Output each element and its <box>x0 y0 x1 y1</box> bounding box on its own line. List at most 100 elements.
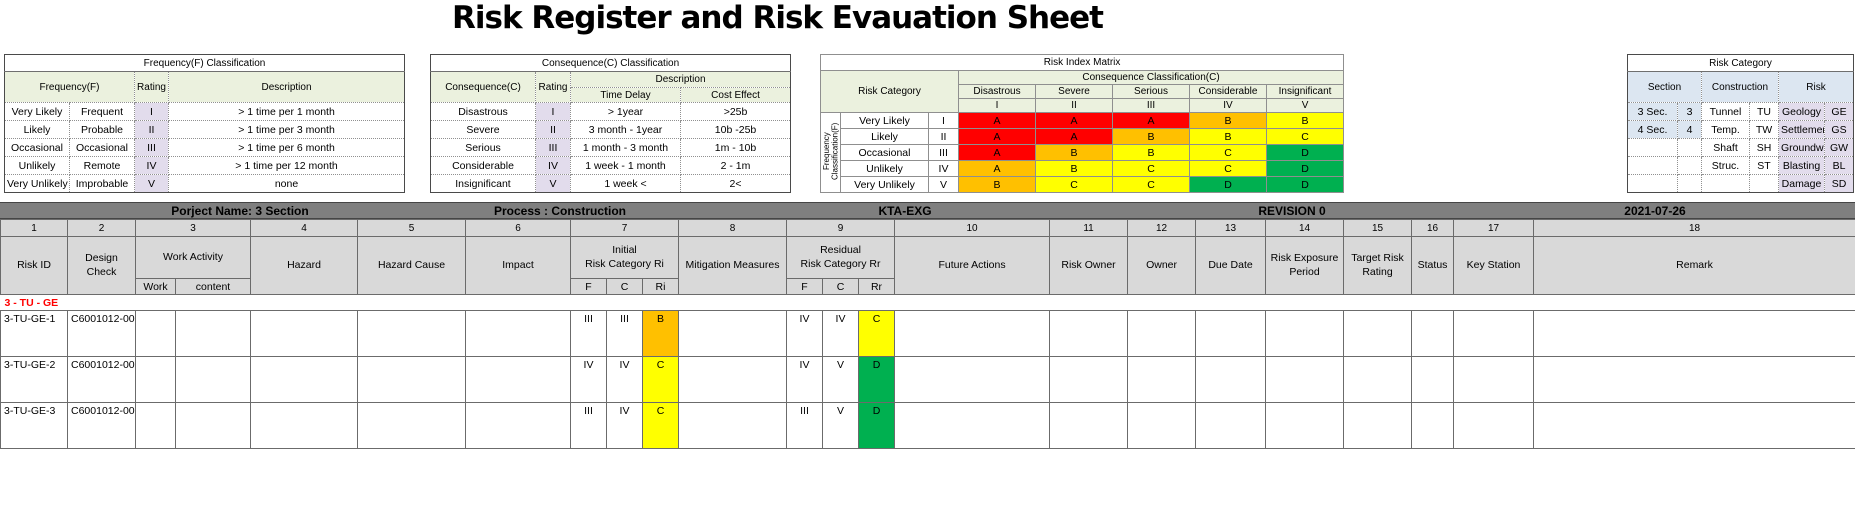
residual-f-cell[interactable]: III <box>786 402 824 449</box>
owner-cell[interactable] <box>1127 402 1197 449</box>
risk-code-cell[interactable]: BL <box>1823 156 1855 175</box>
risk-code-cell[interactable]: GW <box>1823 138 1855 157</box>
frequency-rating-cell[interactable]: II <box>928 128 959 145</box>
time-delay-cell[interactable]: 1 week - 1 month <box>570 156 681 175</box>
residual-c-cell[interactable]: IV <box>822 310 860 357</box>
rating-cell[interactable]: III <box>535 138 571 157</box>
target-risk-cell[interactable] <box>1343 310 1413 357</box>
matrix-risk-cell[interactable]: B <box>1265 112 1345 129</box>
target-risk-cell[interactable] <box>1343 402 1413 449</box>
rating-cell[interactable]: III <box>134 138 169 157</box>
time-delay-cell[interactable]: 1 week < <box>570 174 681 193</box>
construction-code-cell[interactable] <box>1749 174 1779 193</box>
owner-cell[interactable] <box>1127 310 1197 357</box>
hazard-cause-cell[interactable] <box>357 310 466 357</box>
risk-id-cell[interactable]: 3-TU-GE-3 <box>0 402 68 449</box>
section-number-cell[interactable]: 3 <box>1677 102 1702 121</box>
rating-cell[interactable]: I <box>535 102 571 121</box>
hazard-cell[interactable] <box>250 356 358 403</box>
residual-f-cell[interactable]: IV <box>786 310 824 357</box>
matrix-risk-cell[interactable]: D <box>1189 176 1267 193</box>
frequency-name-cell[interactable]: Occasional <box>4 138 70 157</box>
risk-code-cell[interactable]: GE <box>1823 102 1855 121</box>
frequency-alt-name-cell[interactable]: Remote <box>69 156 135 175</box>
matrix-risk-cell[interactable]: C <box>1189 160 1267 177</box>
construction-cell[interactable]: Tunnel <box>1701 102 1750 121</box>
status-cell[interactable] <box>1411 310 1455 357</box>
frequency-name-cell[interactable]: Unlikely <box>840 160 929 177</box>
matrix-risk-cell[interactable]: C <box>1189 144 1267 161</box>
future-actions-cell[interactable] <box>894 356 1051 403</box>
impact-cell[interactable] <box>465 310 571 357</box>
section-number-cell[interactable] <box>1677 138 1702 157</box>
residual-rating-cell[interactable]: D <box>858 356 896 403</box>
key-station-cell[interactable] <box>1453 402 1535 449</box>
work-cell[interactable] <box>135 310 176 357</box>
consequence-name-cell[interactable]: Severe <box>430 120 536 139</box>
design-check-cell[interactable]: C6001012-001~5 <box>67 356 136 403</box>
mitigation-cell[interactable] <box>678 402 788 449</box>
construction-code-cell[interactable]: TW <box>1749 120 1779 139</box>
description-cell[interactable]: > 1 time per 6 month <box>167 138 406 157</box>
matrix-risk-cell[interactable]: B <box>1112 144 1190 161</box>
consequence-name-cell[interactable]: Disastrous <box>430 102 536 121</box>
content-cell[interactable] <box>175 356 251 403</box>
remark-cell[interactable] <box>1533 310 1855 357</box>
initial-f-cell[interactable]: III <box>570 310 607 357</box>
risk-cell[interactable]: Damage <box>1778 174 1825 193</box>
cost-effect-cell[interactable]: >25b <box>679 102 792 121</box>
section-cell[interactable]: 4 Sec. <box>1627 120 1678 139</box>
risk-exposure-cell[interactable] <box>1265 310 1345 357</box>
due-date-cell[interactable] <box>1195 310 1267 357</box>
mitigation-cell[interactable] <box>678 356 788 403</box>
time-delay-cell[interactable]: 1 month - 3 month <box>570 138 681 157</box>
construction-cell[interactable]: Temp. <box>1701 120 1750 139</box>
work-cell[interactable] <box>135 402 176 449</box>
future-actions-cell[interactable] <box>894 402 1051 449</box>
hazard-cause-cell[interactable] <box>357 356 466 403</box>
matrix-risk-cell[interactable]: A <box>1035 112 1113 129</box>
rating-cell[interactable]: II <box>535 120 571 139</box>
initial-c-cell[interactable]: III <box>606 310 643 357</box>
cost-effect-cell[interactable]: 2< <box>679 174 792 193</box>
frequency-name-cell[interactable]: Occasional <box>840 144 929 161</box>
risk-exposure-cell[interactable] <box>1265 356 1345 403</box>
rating-cell[interactable]: V <box>535 174 571 193</box>
frequency-alt-name-cell[interactable]: Improbable <box>69 174 135 193</box>
residual-rating-cell[interactable]: D <box>858 402 896 449</box>
consequence-name-cell[interactable]: Considerable <box>430 156 536 175</box>
description-cell[interactable]: > 1 time per 1 month <box>167 102 406 121</box>
consequence-name-cell[interactable]: Insignificant <box>430 174 536 193</box>
design-check-cell[interactable]: C6001012-001~5 <box>67 402 136 449</box>
frequency-name-cell[interactable]: Unlikely <box>4 156 70 175</box>
initial-c-cell[interactable]: IV <box>606 356 643 403</box>
construction-code-cell[interactable]: TU <box>1749 102 1779 121</box>
frequency-name-cell[interactable]: Very Unlikely <box>840 176 929 193</box>
frequency-name-cell[interactable]: Likely <box>4 120 70 139</box>
rating-cell[interactable]: IV <box>134 156 169 175</box>
impact-cell[interactable] <box>465 356 571 403</box>
remark-cell[interactable] <box>1533 356 1855 403</box>
matrix-risk-cell[interactable]: D <box>1265 176 1345 193</box>
description-cell[interactable]: > 1 time per 12 month <box>167 156 406 175</box>
target-risk-cell[interactable] <box>1343 356 1413 403</box>
matrix-risk-cell[interactable]: B <box>1035 160 1113 177</box>
future-actions-cell[interactable] <box>894 310 1051 357</box>
section-number-cell[interactable] <box>1677 174 1702 193</box>
work-cell[interactable] <box>135 356 176 403</box>
matrix-risk-cell[interactable]: B <box>958 176 1036 193</box>
status-cell[interactable] <box>1411 402 1455 449</box>
matrix-risk-cell[interactable]: B <box>1035 144 1113 161</box>
group-label[interactable]: 3 - TU - GE <box>0 294 1855 311</box>
initial-rating-cell[interactable]: B <box>641 310 680 357</box>
section-number-cell[interactable]: 4 <box>1677 120 1702 139</box>
rating-cell[interactable]: II <box>134 120 169 139</box>
frequency-name-cell[interactable]: Very Likely <box>840 112 929 129</box>
time-delay-cell[interactable]: 3 month - 1year <box>570 120 681 139</box>
residual-rating-cell[interactable]: C <box>858 310 896 357</box>
matrix-risk-cell[interactable]: C <box>1112 160 1190 177</box>
initial-c-cell[interactable]: IV <box>606 402 643 449</box>
risk-cell[interactable]: Settlement <box>1778 120 1825 139</box>
construction-cell[interactable]: Struc. <box>1701 156 1750 175</box>
matrix-risk-cell[interactable]: A <box>958 144 1036 161</box>
